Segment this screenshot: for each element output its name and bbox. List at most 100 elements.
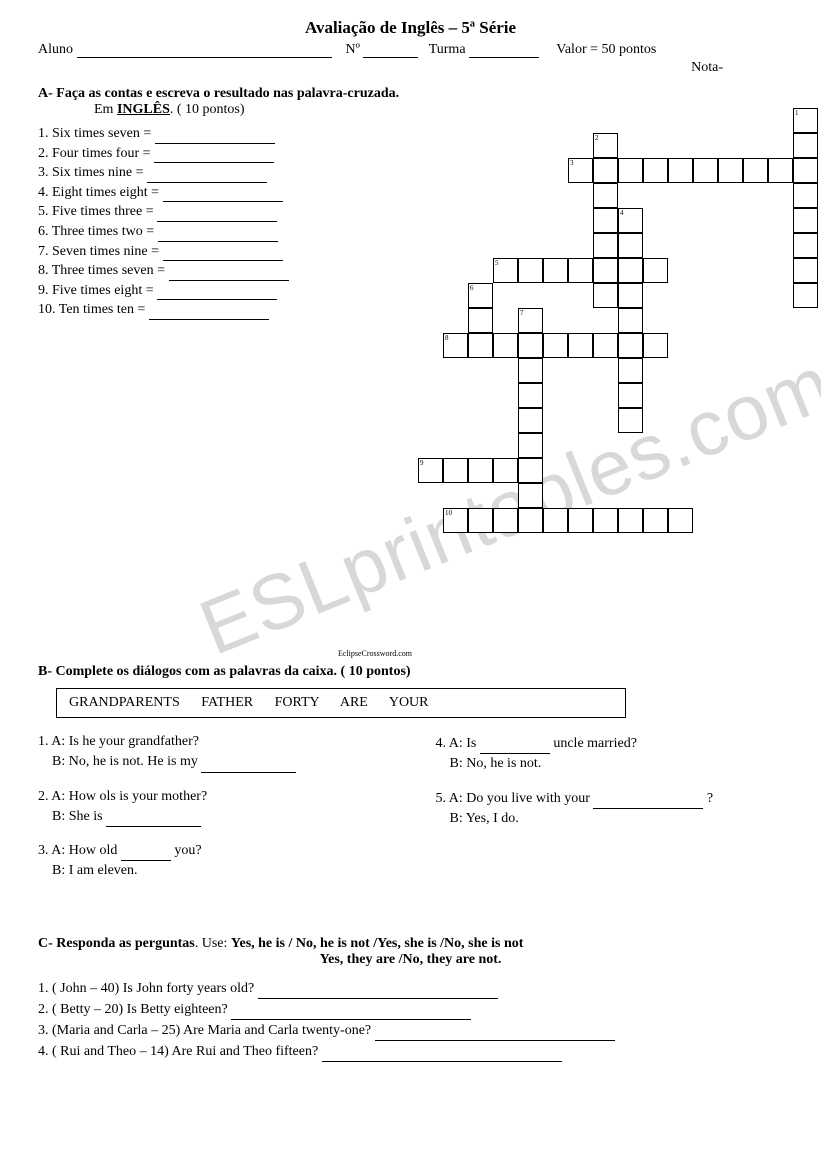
crossword-cell[interactable] xyxy=(618,508,643,533)
crossword-cell[interactable]: 5 xyxy=(493,258,518,283)
crossword-cell[interactable] xyxy=(793,283,818,308)
crossword-cell[interactable] xyxy=(768,158,793,183)
crossword-cell[interactable] xyxy=(593,508,618,533)
crossword-cell[interactable] xyxy=(593,283,618,308)
dialog-left-col: 1. A: Is he your grandfather? B: No, he … xyxy=(38,732,386,896)
crossword-cell[interactable] xyxy=(493,508,518,533)
crossword-cell[interactable] xyxy=(793,208,818,233)
crossword-cell[interactable]: 2 xyxy=(593,133,618,158)
crossword-cell[interactable] xyxy=(618,158,643,183)
aluno-blank[interactable] xyxy=(77,44,332,58)
crossword-cell[interactable] xyxy=(668,158,693,183)
crossword-cell[interactable] xyxy=(518,408,543,433)
crossword-cell[interactable] xyxy=(618,408,643,433)
crossword-cell[interactable] xyxy=(543,333,568,358)
crossword-cell[interactable] xyxy=(643,258,668,283)
crossword-cell[interactable] xyxy=(568,508,593,533)
crossword-cell[interactable] xyxy=(668,508,693,533)
crossword-cell[interactable] xyxy=(793,258,818,283)
crossword-cell[interactable] xyxy=(693,158,718,183)
crossword-cell[interactable]: 8 xyxy=(443,333,468,358)
crossword-cell[interactable]: 7 xyxy=(518,308,543,333)
crossword-cell[interactable] xyxy=(593,208,618,233)
clue-blank-6[interactable] xyxy=(158,230,278,242)
crossword-cell[interactable]: 3 xyxy=(568,158,593,183)
crossword-cell[interactable] xyxy=(643,333,668,358)
answer-blank[interactable] xyxy=(231,1008,471,1020)
clue-blank-3[interactable] xyxy=(147,171,267,183)
clue-blank-1[interactable] xyxy=(155,132,275,144)
crossword-cell[interactable]: 6 xyxy=(468,283,493,308)
page-title: Avaliação de Inglês – 5ª Série xyxy=(38,18,783,38)
crossword-cell[interactable] xyxy=(593,158,618,183)
crossword-cell[interactable] xyxy=(793,183,818,208)
section-a-subtitle: Em INGLÊS. ( 10 pontos) xyxy=(94,102,783,118)
crossword-cell[interactable] xyxy=(518,483,543,508)
crossword-cell[interactable] xyxy=(493,333,518,358)
crossword-cell[interactable] xyxy=(643,158,668,183)
crossword-cell[interactable] xyxy=(468,308,493,333)
answer-blank[interactable] xyxy=(375,1029,615,1041)
fill-blank[interactable] xyxy=(121,849,171,861)
subtitle-bold: INGLÊS xyxy=(117,102,170,117)
fill-blank[interactable] xyxy=(106,815,201,827)
crossword-cell[interactable] xyxy=(493,458,518,483)
clue-blank-8[interactable] xyxy=(169,269,289,281)
crossword-cell[interactable] xyxy=(443,458,468,483)
crossword-cell[interactable] xyxy=(618,308,643,333)
crossword-cell[interactable] xyxy=(468,333,493,358)
question-c-3: 3. (Maria and Carla – 25) Are Maria and … xyxy=(38,1020,783,1041)
crossword-cell[interactable] xyxy=(518,508,543,533)
crossword-cell[interactable] xyxy=(618,333,643,358)
crossword-cell[interactable] xyxy=(518,383,543,408)
fill-blank[interactable] xyxy=(480,742,550,754)
fill-blank[interactable] xyxy=(593,797,703,809)
clue-blank-5[interactable] xyxy=(157,210,277,222)
crossword-cell[interactable] xyxy=(518,433,543,458)
crossword-cell[interactable] xyxy=(718,158,743,183)
crossword-cell[interactable] xyxy=(793,233,818,258)
crossword-cell[interactable] xyxy=(618,283,643,308)
section-c-questions: 1. ( John – 40) Is John forty years old?… xyxy=(38,978,783,1062)
crossword-cell[interactable] xyxy=(793,158,818,183)
crossword-cell[interactable] xyxy=(618,383,643,408)
turma-blank[interactable] xyxy=(469,44,539,58)
crossword-cell[interactable] xyxy=(593,233,618,258)
crossword-cell[interactable] xyxy=(618,233,643,258)
crossword-cell[interactable] xyxy=(793,133,818,158)
crossword-cell[interactable] xyxy=(618,358,643,383)
crossword-cell[interactable] xyxy=(468,458,493,483)
fill-blank[interactable] xyxy=(201,761,296,773)
answer-blank[interactable] xyxy=(258,987,498,999)
crossword-cell[interactable] xyxy=(518,258,543,283)
clue-blank-7[interactable] xyxy=(163,249,283,261)
crossword-cell[interactable] xyxy=(643,508,668,533)
crossword-cell[interactable] xyxy=(543,508,568,533)
crossword-cell[interactable] xyxy=(543,258,568,283)
clue-1: 1. Six times seven = xyxy=(38,124,783,144)
crossword-cell[interactable]: 4 xyxy=(618,208,643,233)
clue-blank-4[interactable] xyxy=(163,190,283,202)
cell-number: 8 xyxy=(445,334,449,342)
cell-number: 3 xyxy=(570,159,574,167)
crossword-cell[interactable]: 9 xyxy=(418,458,443,483)
crossword-cell[interactable] xyxy=(568,258,593,283)
turma-label: Turma xyxy=(429,42,466,57)
crossword-cell[interactable] xyxy=(593,333,618,358)
clue-blank-10[interactable] xyxy=(149,308,269,320)
clue-blank-9[interactable] xyxy=(157,288,277,300)
crossword-cell[interactable] xyxy=(518,458,543,483)
clue-blank-2[interactable] xyxy=(154,151,274,163)
crossword-cell[interactable] xyxy=(568,333,593,358)
crossword-cell[interactable]: 10 xyxy=(443,508,468,533)
crossword-cell[interactable] xyxy=(518,358,543,383)
no-blank[interactable] xyxy=(363,44,418,58)
crossword-cell[interactable] xyxy=(468,508,493,533)
answer-blank[interactable] xyxy=(322,1050,562,1062)
crossword-cell[interactable] xyxy=(593,258,618,283)
crossword-cell[interactable] xyxy=(593,183,618,208)
crossword-cell[interactable] xyxy=(518,333,543,358)
crossword-cell[interactable] xyxy=(743,158,768,183)
crossword-cell[interactable]: 1 xyxy=(793,108,818,133)
crossword-cell[interactable] xyxy=(618,258,643,283)
